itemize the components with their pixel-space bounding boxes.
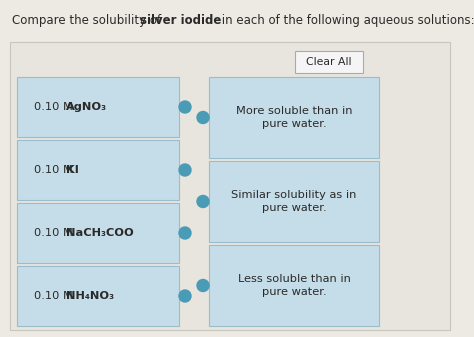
Text: Clear All: Clear All — [306, 57, 352, 67]
FancyBboxPatch shape — [209, 77, 379, 158]
FancyBboxPatch shape — [17, 77, 179, 137]
Text: Compare the solubility of: Compare the solubility of — [12, 14, 165, 27]
Circle shape — [179, 227, 191, 239]
FancyBboxPatch shape — [10, 42, 450, 330]
Text: in each of the following aqueous solutions:: in each of the following aqueous solutio… — [218, 14, 474, 27]
Text: silver iodide: silver iodide — [140, 14, 221, 27]
Circle shape — [179, 101, 191, 113]
FancyBboxPatch shape — [209, 161, 379, 242]
Text: NaCH₃COO: NaCH₃COO — [66, 228, 134, 238]
Text: 0.10 M: 0.10 M — [34, 291, 76, 301]
Circle shape — [197, 112, 209, 123]
FancyBboxPatch shape — [209, 245, 379, 326]
Text: 0.10 M: 0.10 M — [34, 165, 76, 175]
Text: Less soluble than in
pure water.: Less soluble than in pure water. — [237, 274, 350, 297]
Circle shape — [197, 195, 209, 208]
Text: AgNO₃: AgNO₃ — [66, 102, 107, 112]
Text: More soluble than in
pure water.: More soluble than in pure water. — [236, 106, 352, 129]
FancyBboxPatch shape — [17, 266, 179, 326]
Text: NH₄NO₃: NH₄NO₃ — [66, 291, 114, 301]
Circle shape — [197, 279, 209, 292]
FancyBboxPatch shape — [17, 203, 179, 263]
Circle shape — [179, 290, 191, 302]
Text: 0.10 M: 0.10 M — [34, 228, 76, 238]
FancyBboxPatch shape — [17, 140, 179, 200]
Circle shape — [179, 164, 191, 176]
Text: KI: KI — [66, 165, 79, 175]
Text: 0.10 M: 0.10 M — [34, 102, 76, 112]
Text: Similar solubility as in
pure water.: Similar solubility as in pure water. — [231, 190, 357, 213]
FancyBboxPatch shape — [295, 51, 363, 73]
